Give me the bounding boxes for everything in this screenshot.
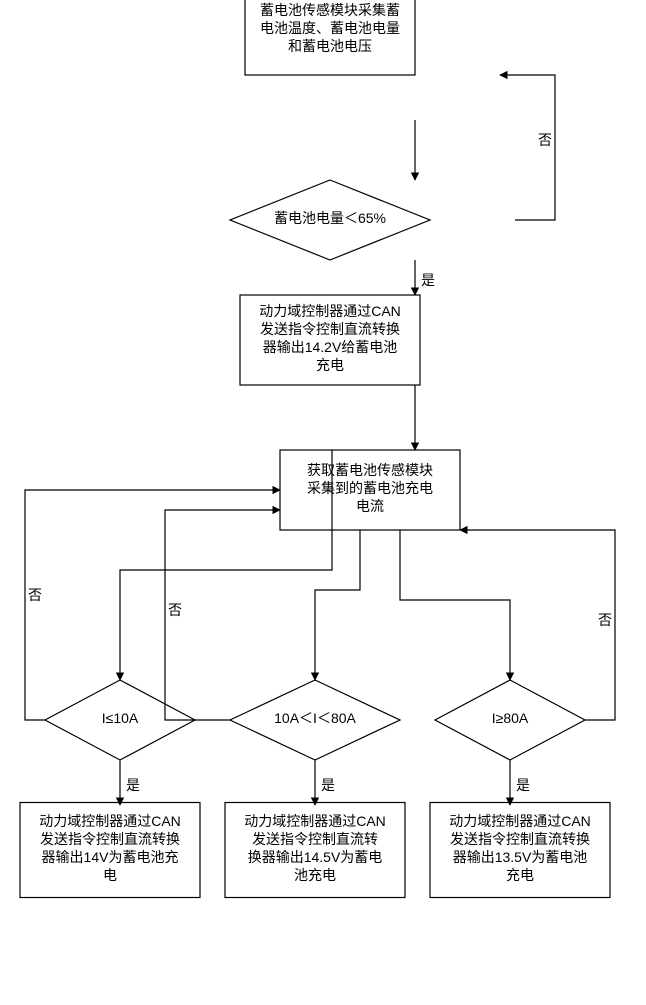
edge-label-2: 否 [538,132,552,148]
edge-label-11: 否 [168,602,182,618]
svg-text:池充电: 池充电 [294,867,336,883]
svg-text:蓄电池传感模块采集蓄: 蓄电池传感模块采集蓄 [260,2,400,18]
edge-label-7: 是 [126,777,140,793]
svg-text:器输出14.2V给蓄电池: 器输出14.2V给蓄电池 [263,339,398,355]
svg-text:器输出13.5V为蓄电池: 器输出13.5V为蓄电池 [453,849,588,865]
svg-text:充电: 充电 [316,357,344,373]
svg-text:动力域控制器通过CAN: 动力域控制器通过CAN [39,813,181,829]
edge-12 [460,530,615,720]
svg-text:获取蓄电池传感模块: 获取蓄电池传感模块 [307,462,433,478]
svg-text:换器输出14.5V为蓄电: 换器输出14.5V为蓄电 [248,849,383,865]
edge-label-1: 是 [421,272,435,288]
svg-text:动力域控制器通过CAN: 动力域控制器通过CAN [244,813,386,829]
svg-text:发送指令控制直流转换: 发送指令控制直流转换 [260,321,400,337]
svg-text:采集到的蓄电池充电: 采集到的蓄电池充电 [307,480,433,496]
node-start: 蓄电池传感模块采集蓄电池温度、蓄电池电量和蓄电池电压 [245,0,415,75]
edge-label-10: 否 [28,587,42,603]
svg-text:I≥80A: I≥80A [492,710,529,726]
svg-text:和蓄电池电压: 和蓄电池电压 [288,38,372,54]
svg-text:发送指令控制直流转: 发送指令控制直流转 [252,831,378,847]
svg-text:电: 电 [103,867,117,883]
svg-text:蓄电池电量＜65%: 蓄电池电量＜65% [274,210,386,226]
node-decC: I≥80A [435,680,585,760]
svg-text:动力域控制器通过CAN: 动力域控制器通过CAN [449,813,591,829]
svg-text:发送指令控制直流转换: 发送指令控制直流转换 [450,831,590,847]
svg-text:I≤10A: I≤10A [102,710,139,726]
node-outA: 动力域控制器通过CAN 发送指令控制直流转换器输出14V为蓄电池充电 [20,803,200,898]
edge-11 [165,510,280,720]
svg-text:动力域控制器通过CAN: 动力域控制器通过CAN [259,303,401,319]
svg-text:10A＜I＜80A: 10A＜I＜80A [274,710,356,726]
edge-5 [315,530,360,680]
svg-text:电流: 电流 [356,498,384,514]
edge-10 [25,490,280,720]
edge-6 [400,530,510,680]
node-outB: 动力域控制器通过CAN 发送指令控制直流转换器输出14.5V为蓄电池充电 [225,803,405,898]
edge-label-9: 是 [516,777,530,793]
svg-text:充电: 充电 [506,867,534,883]
svg-text:电池温度、蓄电池电量: 电池温度、蓄电池电量 [260,20,400,36]
svg-text:器输出14V为蓄电池充: 器输出14V为蓄电池充 [42,849,179,865]
node-proc1: 动力域控制器通过CAN 发送指令控制直流转换器输出14.2V给蓄电池充电 [240,295,420,385]
node-decB: 10A＜I＜80A [230,680,400,760]
node-outC: 动力域控制器通过CAN 发送指令控制直流转换器输出13.5V为蓄电池充电 [430,803,610,898]
node-proc2: 获取蓄电池传感模块采集到的蓄电池充电电流 [280,450,460,530]
svg-text:发送指令控制直流转换: 发送指令控制直流转换 [40,831,180,847]
edge-4 [120,450,332,680]
edge-label-8: 是 [321,777,335,793]
node-dec1: 蓄电池电量＜65% [230,180,430,260]
flowchart-canvas: 蓄电池传感模块采集蓄电池温度、蓄电池电量和蓄电池电压蓄电池电量＜65%动力域控制… [0,0,646,1000]
edge-label-12: 否 [598,612,612,628]
